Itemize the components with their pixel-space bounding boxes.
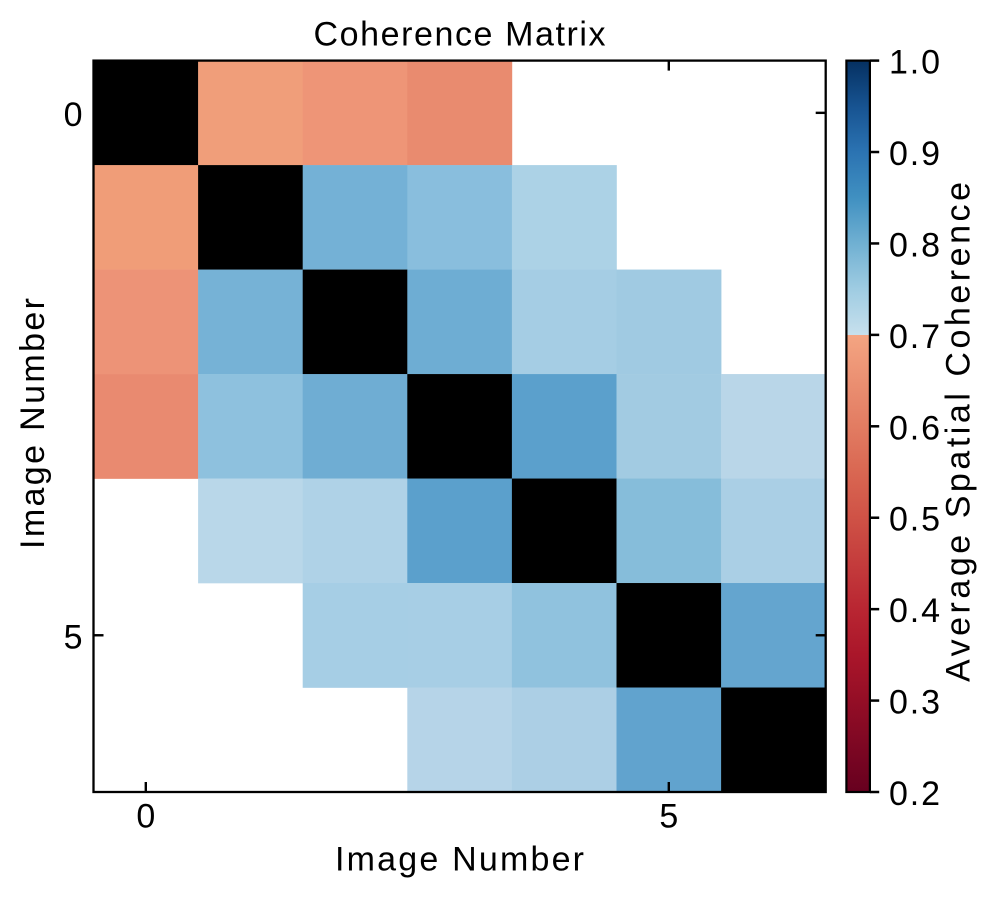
svg-text:Image Number: Image Number xyxy=(14,298,52,549)
svg-text:0.4: 0.4 xyxy=(889,592,940,630)
svg-text:1.0: 1.0 xyxy=(889,44,940,82)
svg-text:5: 5 xyxy=(659,798,678,836)
svg-text:0.6: 0.6 xyxy=(889,409,940,447)
svg-text:Average Spatial Coherence: Average Spatial Coherence xyxy=(940,182,978,682)
svg-text:0.3: 0.3 xyxy=(889,684,940,722)
svg-text:0.7: 0.7 xyxy=(889,318,940,356)
svg-text:0.9: 0.9 xyxy=(889,135,940,173)
svg-text:5: 5 xyxy=(64,619,83,657)
svg-text:Image Number: Image Number xyxy=(335,841,584,879)
svg-text:0: 0 xyxy=(64,96,83,134)
svg-text:0.5: 0.5 xyxy=(889,501,940,539)
svg-text:0.8: 0.8 xyxy=(889,226,940,264)
svg-text:0.2: 0.2 xyxy=(889,775,940,813)
svg-text:Coherence Matrix: Coherence Matrix xyxy=(314,16,606,54)
svg-text:0: 0 xyxy=(136,798,155,836)
